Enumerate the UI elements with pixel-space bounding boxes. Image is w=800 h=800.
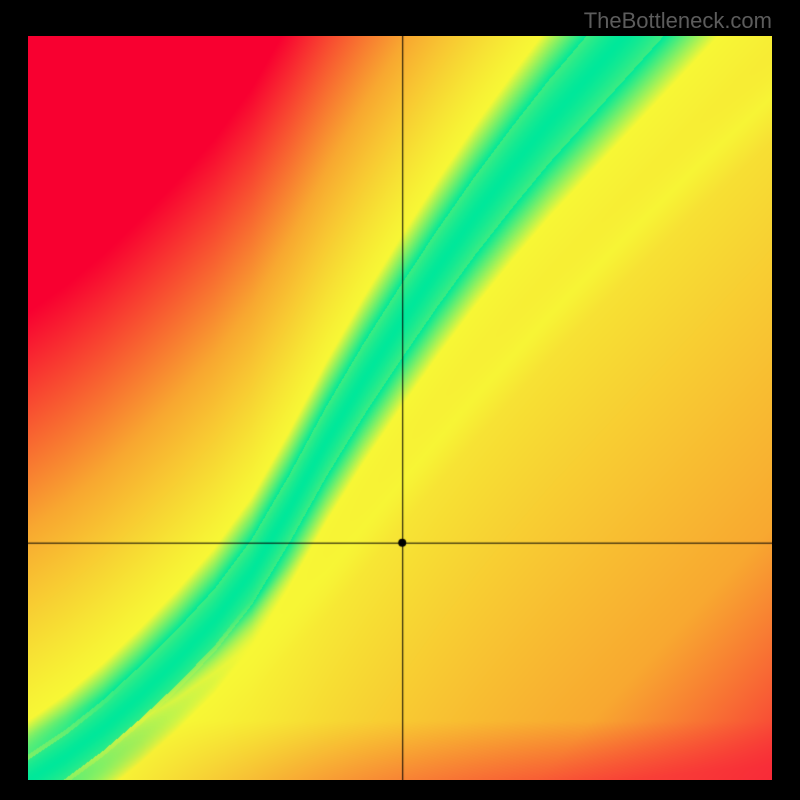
bottleneck-heatmap xyxy=(28,36,772,780)
chart-container: TheBottleneck.com xyxy=(0,0,800,800)
watermark-text: TheBottleneck.com xyxy=(584,8,772,34)
